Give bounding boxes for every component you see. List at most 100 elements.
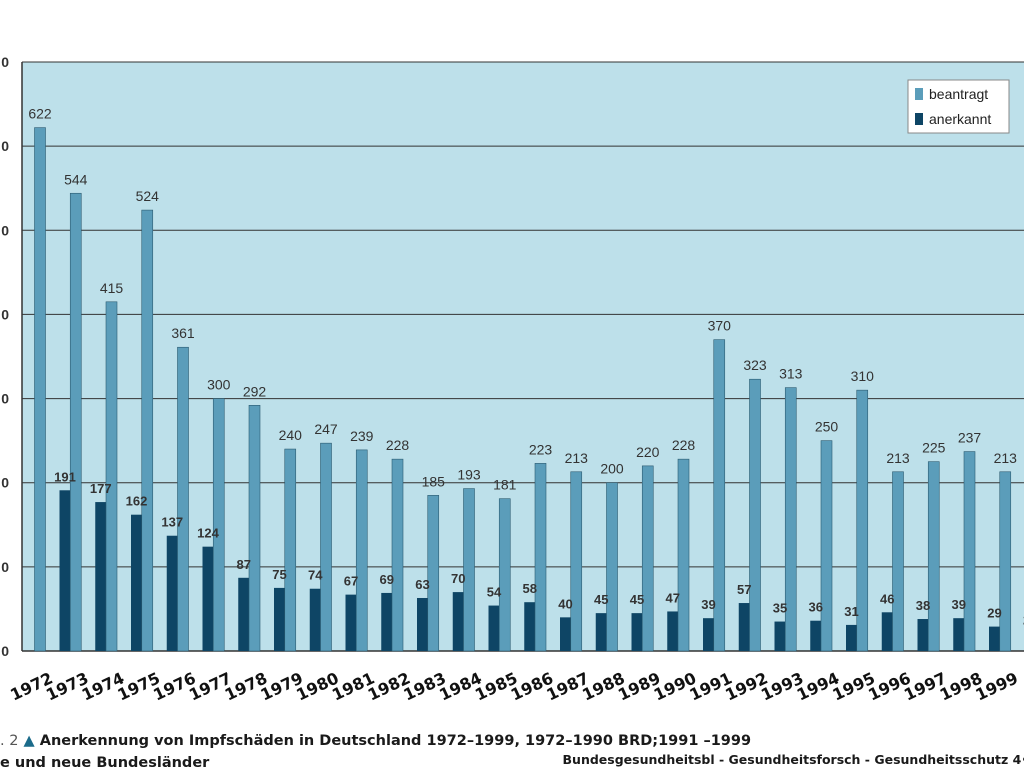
bar-beantragt-1998	[964, 452, 975, 651]
data-label-beantragt-1991: 370	[708, 318, 732, 334]
data-label-anerkannt-1974: 162	[126, 494, 148, 509]
bar-beantragt-1983	[428, 495, 439, 651]
data-label-anerkannt-1976: 124	[197, 526, 219, 541]
bar-beantragt-1999	[1000, 472, 1011, 651]
caption-text: Anerkennung von Impfschäden in Deutschla…	[40, 733, 751, 749]
data-label-anerkannt-1991: 57	[737, 582, 751, 597]
data-label-beantragt-1974: 415	[100, 280, 124, 296]
bar-beantragt-1992	[750, 379, 761, 651]
data-label-beantragt-1985: 181	[493, 477, 517, 493]
data-label-beantragt-1972: 622	[28, 106, 52, 122]
data-label-anerkannt-1998: 29	[987, 606, 1001, 621]
bar-beantragt-1994	[821, 441, 832, 651]
data-label-beantragt-1989: 220	[636, 444, 660, 460]
data-label-beantragt-1976: 361	[171, 325, 195, 341]
data-label-anerkannt-1981: 69	[380, 572, 394, 587]
data-label-beantragt-1990: 228	[672, 437, 696, 453]
bar-anerkannt-1976	[203, 547, 214, 651]
data-label-anerkannt-1973: 177	[90, 481, 112, 496]
data-label-anerkannt-1986: 40	[558, 596, 572, 611]
bar-anerkannt-1974	[131, 515, 142, 651]
legend-label-anerkannt: anerkannt	[929, 111, 991, 127]
data-label-anerkannt-1997: 39	[952, 597, 966, 612]
bar-beantragt-1987	[571, 472, 582, 651]
data-label-anerkannt-1990: 39	[701, 597, 715, 612]
bar-anerkannt-1984	[489, 606, 500, 651]
data-label-beantragt-1998: 237	[958, 430, 982, 446]
data-label-anerkannt-1983: 70	[451, 571, 465, 586]
bar-anerkannt-1991	[739, 603, 750, 651]
bar-beantragt-1981	[356, 450, 367, 651]
bar-beantragt-1974	[106, 302, 117, 651]
data-label-anerkannt-1979: 74	[308, 568, 323, 583]
triangle-icon: ▲	[24, 733, 35, 749]
bar-beantragt-1997	[928, 462, 939, 651]
bar-anerkannt-1990	[703, 618, 714, 651]
y-tick-label: 0	[1, 54, 9, 70]
data-label-anerkannt-1992: 35	[773, 601, 787, 616]
bar-anerkannt-1997	[953, 618, 964, 651]
bar-anerkannt-1975	[167, 536, 178, 651]
data-label-beantragt-1975: 524	[136, 188, 160, 204]
bar-beantragt-1975	[142, 210, 153, 651]
data-label-anerkannt-1995: 46	[880, 591, 894, 606]
bar-beantragt-1985	[499, 499, 510, 651]
bar-anerkannt-1988	[632, 613, 643, 651]
journal-footer: Bundesgesundheitsbl - Gesundheitsforsch …	[563, 752, 1024, 767]
bar-beantragt-1972	[35, 128, 46, 651]
data-label-anerkannt-1975: 137	[161, 515, 183, 530]
bar-anerkannt-1977	[238, 578, 249, 651]
legend-swatch-anerkannt	[915, 113, 923, 125]
data-label-anerkannt-1989: 47	[666, 590, 680, 605]
bar-beantragt-1984	[464, 489, 475, 651]
bar-beantragt-1982	[392, 459, 403, 651]
bar-beantragt-1989	[642, 466, 653, 651]
data-label-beantragt-1978: 292	[243, 383, 267, 399]
data-label-beantragt-1992: 323	[743, 357, 767, 373]
bar-anerkannt-1983	[453, 592, 464, 651]
data-label-beantragt-1986: 223	[529, 441, 553, 457]
data-label-beantragt-1997: 225	[922, 440, 946, 456]
data-label-beantragt-1981: 239	[350, 428, 374, 444]
data-label-beantragt-1987: 213	[565, 450, 589, 466]
bar-anerkannt-1982	[417, 598, 428, 651]
bar-beantragt-1986	[535, 463, 546, 651]
data-label-beantragt-1982: 228	[386, 437, 410, 453]
caption-line-1: . 2 ▲ Anerkennung von Impfschäden in Deu…	[0, 730, 751, 752]
data-label-anerkannt-1988: 45	[630, 592, 644, 607]
data-label-beantragt-1988: 200	[600, 461, 624, 477]
y-tick-label: 0	[1, 138, 9, 154]
bar-anerkannt-1973	[95, 502, 106, 651]
data-label-anerkannt-1984: 54	[487, 585, 502, 600]
y-tick-label: 0	[1, 643, 9, 659]
data-label-beantragt-1999: 213	[994, 450, 1018, 466]
y-tick-label: 0	[1, 559, 9, 575]
data-label-anerkannt-1993: 36	[809, 600, 823, 615]
y-tick-label: 0	[1, 391, 9, 407]
bar-beantragt-1996	[893, 472, 904, 651]
bar-anerkannt-1978	[274, 588, 285, 651]
bar-beantragt-1973	[70, 193, 81, 651]
bar-anerkannt-1987	[596, 613, 607, 651]
data-label-anerkannt-1980: 67	[344, 574, 358, 589]
data-label-anerkannt-1972: 191	[54, 469, 76, 484]
data-label-beantragt-1984: 193	[457, 467, 481, 483]
y-tick-label: 0	[1, 222, 9, 238]
figure-number: . 2	[0, 733, 18, 749]
bar-beantragt-1978	[249, 405, 260, 651]
bar-anerkannt-1979	[310, 589, 321, 651]
data-label-anerkannt-1996: 38	[916, 598, 930, 613]
data-label-anerkannt-1977: 87	[237, 557, 251, 572]
data-label-beantragt-1977: 300	[207, 377, 231, 393]
bar-beantragt-1979	[285, 449, 296, 651]
data-label-beantragt-1993: 313	[779, 366, 803, 382]
bar-anerkannt-1981	[381, 593, 392, 651]
bar-anerkannt-1989	[667, 611, 678, 651]
bar-anerkannt-1996	[918, 619, 929, 651]
x-tick-labels: 1972197319741975197619771978197919801981…	[7, 668, 1021, 704]
bar-anerkannt-1995	[882, 612, 893, 651]
bar-anerkannt-1992	[775, 622, 786, 651]
data-label-anerkannt-1994: 31	[844, 604, 858, 619]
bar-anerkannt-1972	[60, 490, 71, 651]
